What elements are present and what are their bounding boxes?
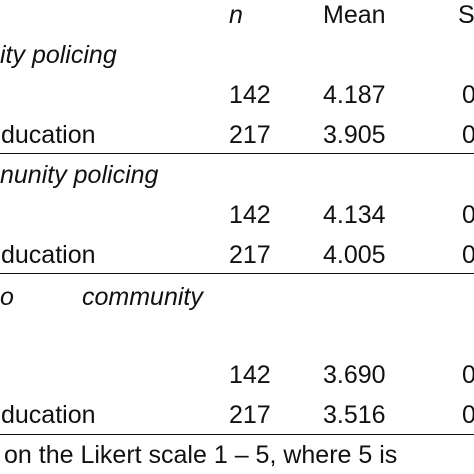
section-2-row-1-sd: 0: [462, 201, 474, 229]
section-1-row-1-sd: 0: [462, 81, 474, 109]
header-n: n: [229, 1, 243, 29]
section-3-row-2-n: 217: [229, 401, 271, 429]
section-3-title-part-1: o: [0, 283, 14, 311]
section-1-row-2-sd: 0: [462, 121, 474, 149]
section-2-row-1-mean: 4.134: [323, 201, 386, 229]
section-2-row-2-sd: 0: [462, 241, 474, 269]
section-3-row-2-mean: 3.516: [323, 401, 386, 429]
section-3-row-2-label: ducation: [1, 401, 96, 429]
header-mean: Mean: [323, 1, 386, 29]
section-1-row-2-mean: 3.905: [323, 121, 386, 149]
header-sd: S: [458, 1, 474, 29]
section-1-row-2-n: 217: [229, 121, 271, 149]
footnote: on the Likert scale 1 – 5, where 5 is: [4, 441, 398, 469]
section-divider-2: [0, 273, 474, 274]
section-1-row-1-mean: 4.187: [323, 81, 386, 109]
section-1-row-2-label: ducation: [1, 121, 96, 149]
section-1-title: ity policing: [0, 41, 117, 69]
section-3-row-1-n: 142: [229, 361, 271, 389]
section-2-row-2-n: 217: [229, 241, 271, 269]
section-3-title-part-2: community: [82, 283, 203, 311]
section-3-row-2-sd: 0: [462, 401, 474, 429]
section-2-row-2-label: ducation: [1, 241, 96, 269]
section-divider-1: [0, 153, 474, 154]
section-2-row-2-mean: 4.005: [323, 241, 386, 269]
section-2-row-1-n: 142: [229, 201, 271, 229]
section-3-row-1-mean: 3.690: [323, 361, 386, 389]
section-1-row-1-n: 142: [229, 81, 271, 109]
table-bottom-rule: [0, 434, 474, 435]
section-2-title: nunity policing: [0, 161, 159, 189]
section-3-row-1-sd: 0: [462, 361, 474, 389]
